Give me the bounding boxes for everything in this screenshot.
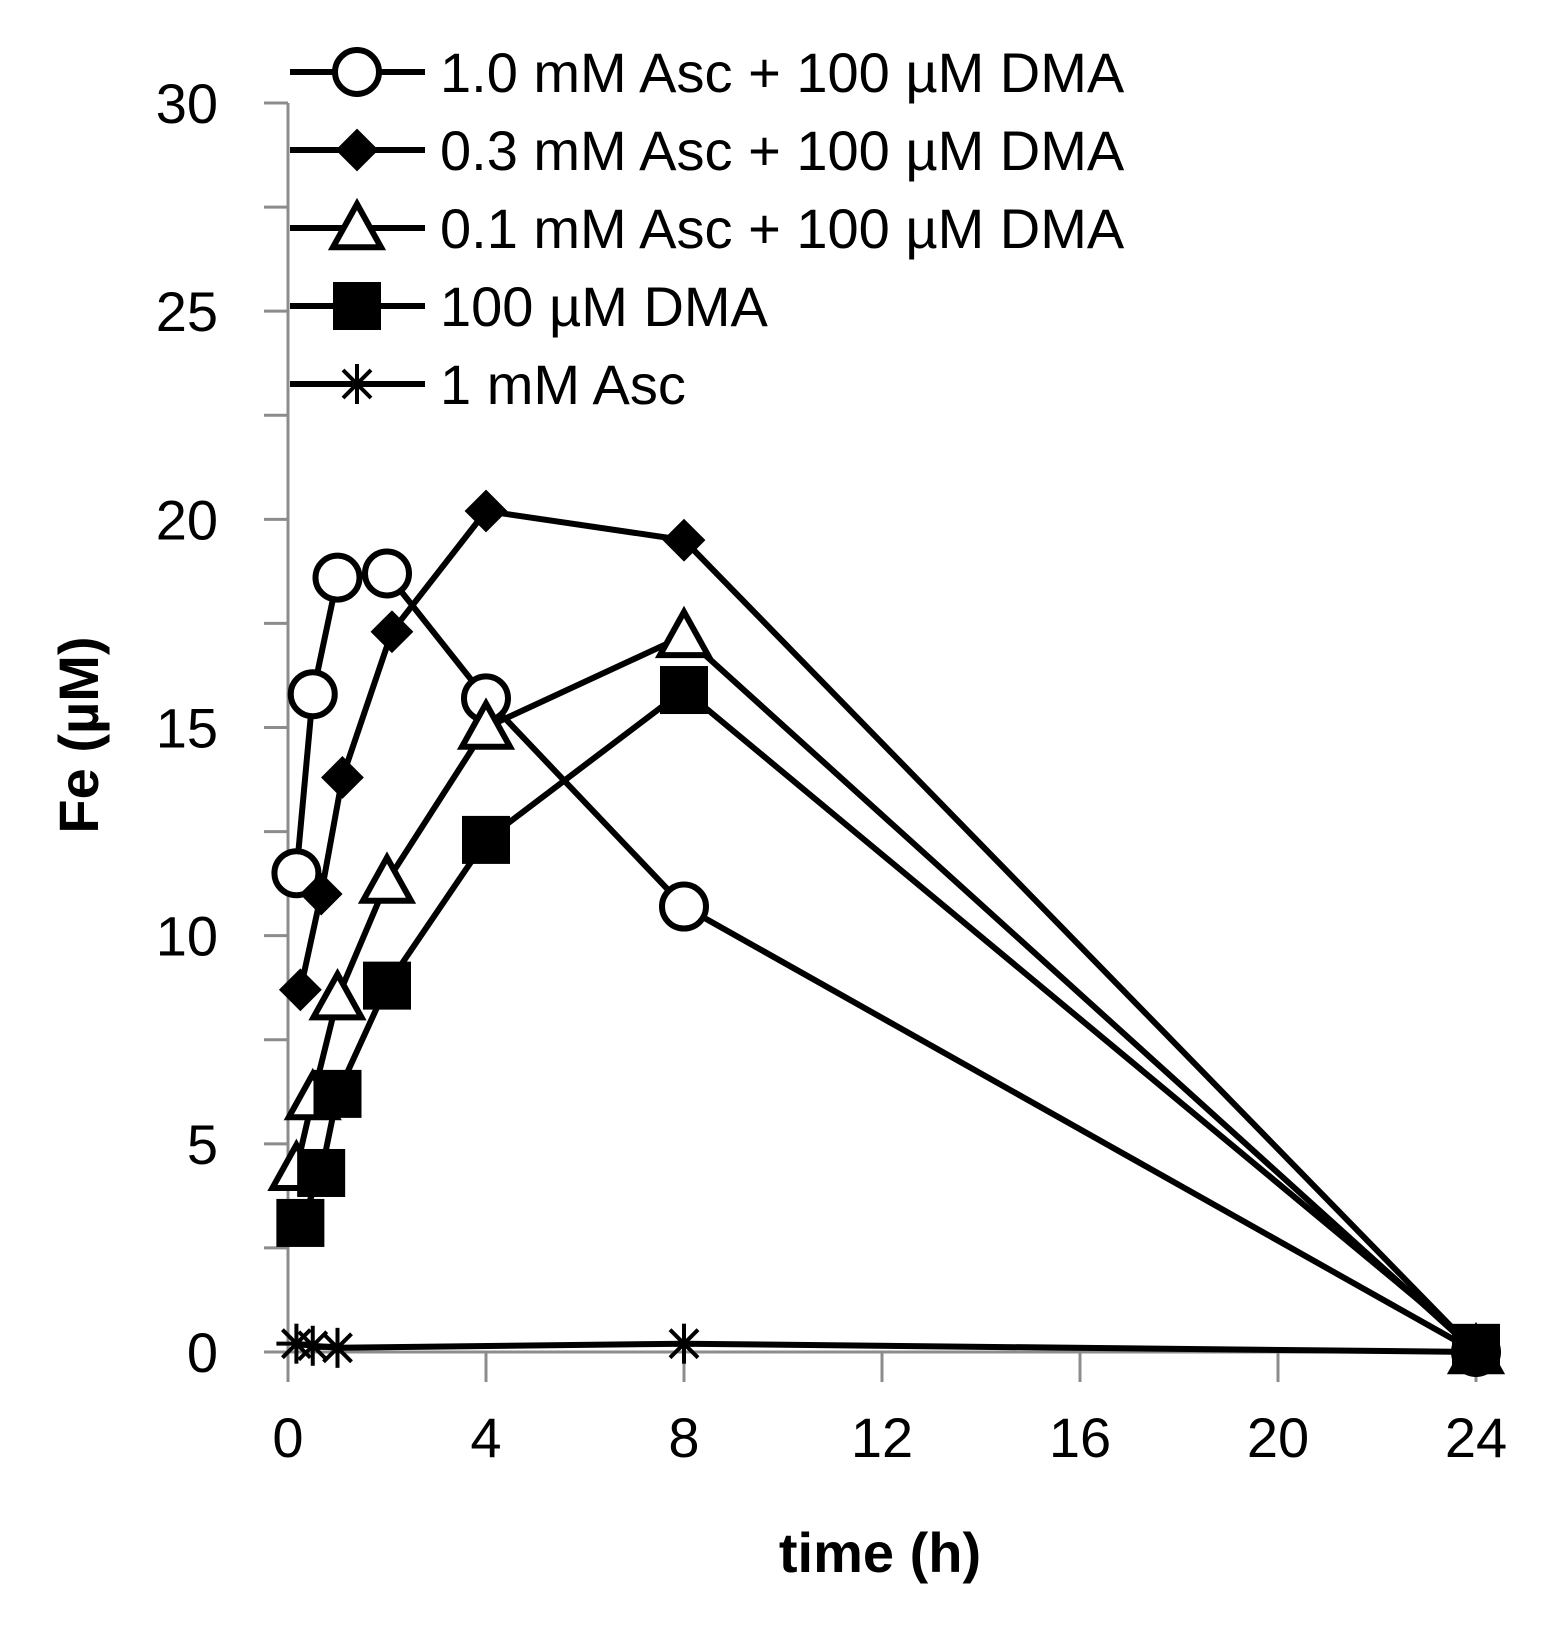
legend: 1.0 mM Asc + 100 µM DMA 0.3 mM Asc + 100 … [290, 41, 1125, 416]
asterisk-stroke [281, 1328, 312, 1360]
series-1 [278, 489, 1498, 1374]
y-tick-label: 15 [156, 697, 218, 760]
y-tick-label: 0 [187, 1321, 218, 1384]
x-tick-label: 0 [272, 1406, 303, 1469]
data-point [659, 881, 709, 932]
legend-label: 0.3 mM Asc + 100 µM DMA [440, 119, 1125, 182]
data-point [660, 666, 708, 715]
x-tick-label: 20 [1247, 1406, 1309, 1469]
data-point [299, 872, 343, 916]
data-point [664, 1323, 704, 1364]
legend-marker [327, 197, 387, 251]
data-point [464, 489, 508, 533]
data-point [654, 605, 714, 659]
legend-label: 1 mM Asc [440, 353, 686, 416]
data-point [278, 968, 322, 1012]
data-point [313, 1069, 362, 1118]
x-tick-label: 8 [668, 1406, 699, 1469]
data-point [276, 1198, 325, 1247]
series-3 [276, 666, 1500, 1372]
data-point [357, 851, 417, 904]
series-line [297, 508, 1479, 1355]
legend-item: 1.0 mM Asc + 100 µM DMA [290, 41, 1125, 104]
axes: 0 5 10 15 20 25 30 0 4 8 12 16 20 24 [156, 72, 1507, 1469]
series-2 [267, 605, 1506, 1375]
data-point [287, 669, 338, 720]
series-0 [271, 548, 1501, 1377]
y-tick-label: 10 [156, 905, 218, 968]
data-point [271, 848, 322, 899]
data-point [297, 1148, 346, 1197]
data-point [363, 961, 411, 1010]
legend-item: 0.1 mM Asc + 100 µM DMA [290, 197, 1125, 260]
legend-marker [332, 47, 382, 97]
data-point [462, 815, 510, 864]
legend-label: 100 µM DMA [440, 275, 769, 338]
y-tick-label: 25 [156, 280, 218, 343]
y-tick-label: 5 [187, 1113, 218, 1176]
x-tick-label: 24 [1445, 1406, 1507, 1469]
x-tick-label: 16 [1049, 1406, 1111, 1469]
legend-item: 0.3 mM Asc + 100 µM DMA [290, 119, 1125, 182]
data-point [308, 967, 367, 1021]
asterisk-stroke [322, 1332, 353, 1364]
asterisk-stroke [341, 368, 373, 400]
legend-item: 1 mM Asc [290, 353, 686, 416]
x-axis-title: time (h) [779, 1521, 981, 1584]
y-axis-title: Fe (µM) [47, 636, 110, 833]
series-layer [267, 489, 1506, 1377]
legend-label: 1.0 mM Asc + 100 µM DMA [440, 41, 1125, 104]
data-point [292, 1325, 333, 1366]
asterisk-stroke [297, 1330, 329, 1362]
asterisk-stroke [1460, 1336, 1492, 1368]
asterisk-stroke [668, 1328, 700, 1360]
legend-marker [337, 364, 377, 404]
data-point [1456, 1332, 1496, 1372]
y-tick-label: 30 [156, 72, 218, 135]
data-point [662, 518, 706, 562]
data-point [370, 610, 414, 654]
legend-label: 0.1 mM Asc + 100 µM DMA [440, 197, 1125, 260]
x-tick-label: 4 [470, 1406, 501, 1469]
series-4 [276, 1323, 1496, 1372]
legend-marker [333, 282, 381, 330]
x-tick-label: 12 [851, 1406, 913, 1469]
data-point [317, 1327, 358, 1368]
data-point [456, 697, 516, 750]
data-point [362, 548, 412, 599]
legend-marker [335, 128, 379, 172]
y-tick-label: 20 [156, 488, 218, 551]
legend-item: 100 µM DMA [290, 275, 769, 338]
data-point [312, 552, 363, 603]
data-point [321, 756, 364, 799]
